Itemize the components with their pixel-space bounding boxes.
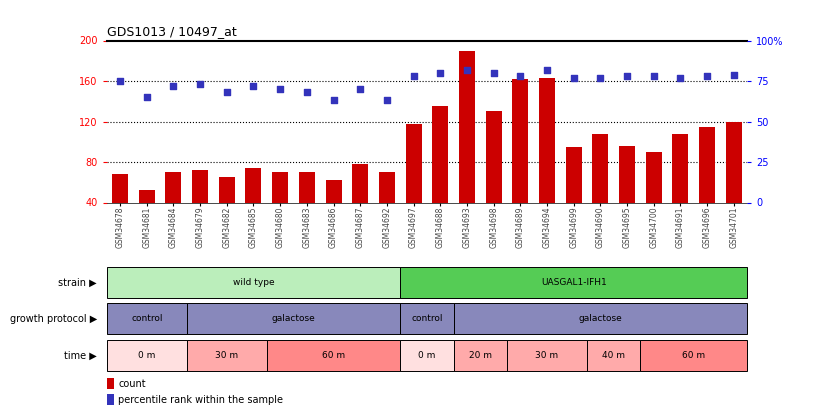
Point	[433, 70, 447, 76]
FancyBboxPatch shape	[401, 267, 747, 298]
Point	[113, 78, 126, 84]
FancyBboxPatch shape	[507, 340, 587, 371]
FancyBboxPatch shape	[587, 340, 640, 371]
FancyBboxPatch shape	[107, 378, 114, 389]
Point	[167, 83, 180, 89]
Bar	[593, 134, 608, 202]
Bar	[325, 180, 342, 202]
Text: percentile rank within the sample: percentile rank within the sample	[118, 395, 283, 405]
Bar	[672, 134, 689, 202]
Text: count: count	[118, 379, 146, 389]
Point	[194, 81, 207, 87]
Point	[354, 86, 367, 92]
Bar	[192, 170, 209, 202]
FancyBboxPatch shape	[401, 303, 454, 335]
Point	[621, 73, 634, 79]
Bar	[273, 172, 288, 202]
Bar	[166, 172, 181, 202]
Bar	[352, 164, 369, 202]
Bar	[112, 174, 128, 202]
FancyBboxPatch shape	[107, 267, 401, 298]
Text: 30 m: 30 m	[535, 351, 558, 360]
Bar	[218, 177, 235, 202]
Text: wild type: wild type	[232, 278, 274, 287]
Point	[327, 97, 340, 104]
Point	[514, 73, 527, 79]
Bar	[539, 78, 555, 202]
Text: 0 m: 0 m	[418, 351, 436, 360]
FancyBboxPatch shape	[107, 303, 187, 335]
Bar	[245, 168, 262, 202]
Point	[273, 86, 287, 92]
Text: growth protocol ▶: growth protocol ▶	[10, 314, 97, 324]
Text: 20 m: 20 m	[469, 351, 492, 360]
Text: 60 m: 60 m	[322, 351, 345, 360]
Text: 60 m: 60 m	[682, 351, 705, 360]
Bar	[139, 190, 155, 202]
Bar	[299, 172, 315, 202]
Bar	[699, 126, 715, 202]
FancyBboxPatch shape	[107, 394, 114, 405]
Point	[247, 83, 260, 89]
Text: control: control	[131, 314, 163, 324]
Point	[567, 75, 580, 81]
FancyBboxPatch shape	[454, 340, 507, 371]
Bar	[619, 146, 635, 202]
Bar	[512, 79, 529, 202]
Point	[407, 73, 420, 79]
FancyBboxPatch shape	[187, 303, 401, 335]
Bar	[379, 172, 395, 202]
Text: 30 m: 30 m	[215, 351, 238, 360]
FancyBboxPatch shape	[640, 340, 747, 371]
Text: 0 m: 0 m	[138, 351, 155, 360]
Point	[487, 70, 500, 76]
Bar	[459, 51, 475, 202]
FancyBboxPatch shape	[187, 340, 267, 371]
Point	[700, 73, 713, 79]
Bar	[433, 107, 448, 202]
Text: 40 m: 40 m	[602, 351, 626, 360]
Text: control: control	[411, 314, 443, 324]
Text: GDS1013 / 10497_at: GDS1013 / 10497_at	[107, 25, 236, 38]
Bar	[486, 111, 502, 202]
FancyBboxPatch shape	[107, 340, 187, 371]
Text: galactose: galactose	[579, 314, 622, 324]
Point	[540, 66, 553, 73]
Point	[674, 75, 687, 81]
Point	[300, 89, 314, 96]
Point	[594, 75, 607, 81]
FancyBboxPatch shape	[401, 340, 454, 371]
Point	[380, 97, 393, 104]
Point	[647, 73, 660, 79]
Text: time ▶: time ▶	[64, 350, 97, 360]
Text: strain ▶: strain ▶	[58, 277, 97, 288]
Bar	[406, 124, 422, 202]
Bar	[726, 122, 742, 202]
Bar	[566, 147, 582, 202]
Text: UASGAL1-IFH1: UASGAL1-IFH1	[541, 278, 607, 287]
Point	[140, 94, 154, 100]
FancyBboxPatch shape	[267, 340, 401, 371]
Text: galactose: galactose	[272, 314, 315, 324]
FancyBboxPatch shape	[454, 303, 747, 335]
Bar	[646, 152, 662, 202]
Point	[220, 89, 233, 96]
Point	[461, 66, 474, 73]
Point	[727, 71, 741, 78]
